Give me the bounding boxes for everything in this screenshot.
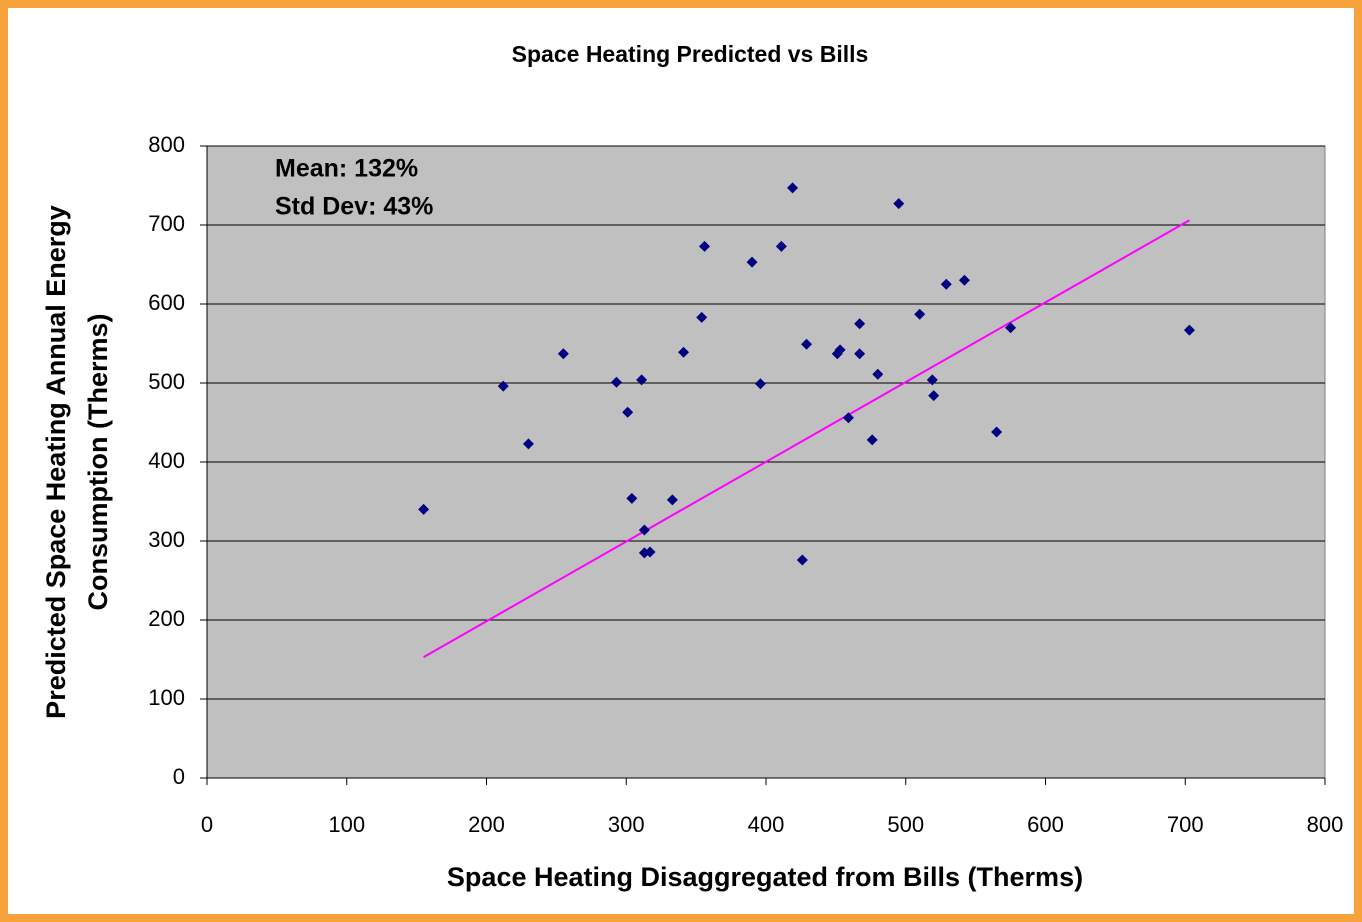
data-point bbox=[1183, 324, 1195, 336]
data-point bbox=[801, 338, 813, 350]
x-tick-label: 500 bbox=[887, 812, 924, 837]
y-axis-label: Predicted Space Heating Annual Energy bbox=[41, 205, 71, 719]
data-point bbox=[854, 348, 866, 360]
data-point bbox=[775, 240, 787, 252]
y-tick-label: 300 bbox=[148, 527, 185, 552]
annotation: Std Dev: 43% bbox=[275, 193, 433, 221]
x-tick-label: 100 bbox=[328, 812, 365, 837]
data-point bbox=[991, 426, 1003, 438]
y-tick-label: 800 bbox=[148, 132, 185, 157]
y-tick-label: 400 bbox=[148, 448, 185, 473]
x-tick-label: 600 bbox=[1027, 812, 1064, 837]
chart-title: Space Heating Predicted vs Bills bbox=[512, 41, 869, 67]
y-axis-label: Consumption (Therms) bbox=[83, 314, 113, 611]
x-tick-label: 0 bbox=[201, 812, 213, 837]
data-point bbox=[872, 368, 884, 380]
x-tick-label: 200 bbox=[468, 812, 505, 837]
data-point bbox=[796, 554, 808, 566]
reference-line bbox=[423, 219, 1190, 658]
data-point bbox=[699, 240, 711, 252]
data-point bbox=[522, 438, 534, 450]
y-tick-label: 700 bbox=[148, 211, 185, 236]
data-point bbox=[1005, 322, 1017, 334]
data-point bbox=[842, 412, 854, 424]
x-tick-label: 300 bbox=[608, 812, 645, 837]
data-point bbox=[610, 376, 622, 388]
data-point bbox=[696, 311, 708, 323]
data-point bbox=[893, 198, 905, 210]
data-point bbox=[638, 524, 650, 536]
data-point bbox=[666, 494, 678, 506]
y-tick-label: 0 bbox=[173, 764, 185, 789]
data-point bbox=[787, 182, 799, 194]
data-point bbox=[854, 318, 866, 330]
x-tick-label: 800 bbox=[1307, 812, 1344, 837]
data-point bbox=[497, 380, 509, 392]
y-tick-label: 600 bbox=[148, 290, 185, 315]
y-tick-label: 100 bbox=[148, 685, 185, 710]
data-point bbox=[622, 406, 634, 418]
data-point bbox=[958, 274, 970, 286]
data-point bbox=[746, 256, 758, 268]
data-point bbox=[754, 378, 766, 390]
data-point bbox=[418, 503, 430, 515]
data-point bbox=[834, 344, 846, 356]
data-point bbox=[636, 374, 648, 386]
data-point bbox=[914, 308, 926, 320]
data-point bbox=[926, 374, 938, 386]
y-tick-label: 200 bbox=[148, 606, 185, 631]
annotation: Mean: 132% bbox=[275, 155, 418, 183]
x-axis-label: Space Heating Disaggregated from Bills (… bbox=[447, 862, 1083, 892]
data-point bbox=[678, 346, 690, 358]
data-point bbox=[626, 492, 638, 504]
data-point bbox=[928, 390, 940, 402]
data-point bbox=[644, 546, 656, 558]
data-point bbox=[866, 434, 878, 446]
x-tick-label: 400 bbox=[748, 812, 785, 837]
x-tick-label: 700 bbox=[1167, 812, 1204, 837]
data-point bbox=[940, 278, 952, 290]
y-tick-label: 500 bbox=[148, 369, 185, 394]
data-point bbox=[557, 348, 569, 360]
